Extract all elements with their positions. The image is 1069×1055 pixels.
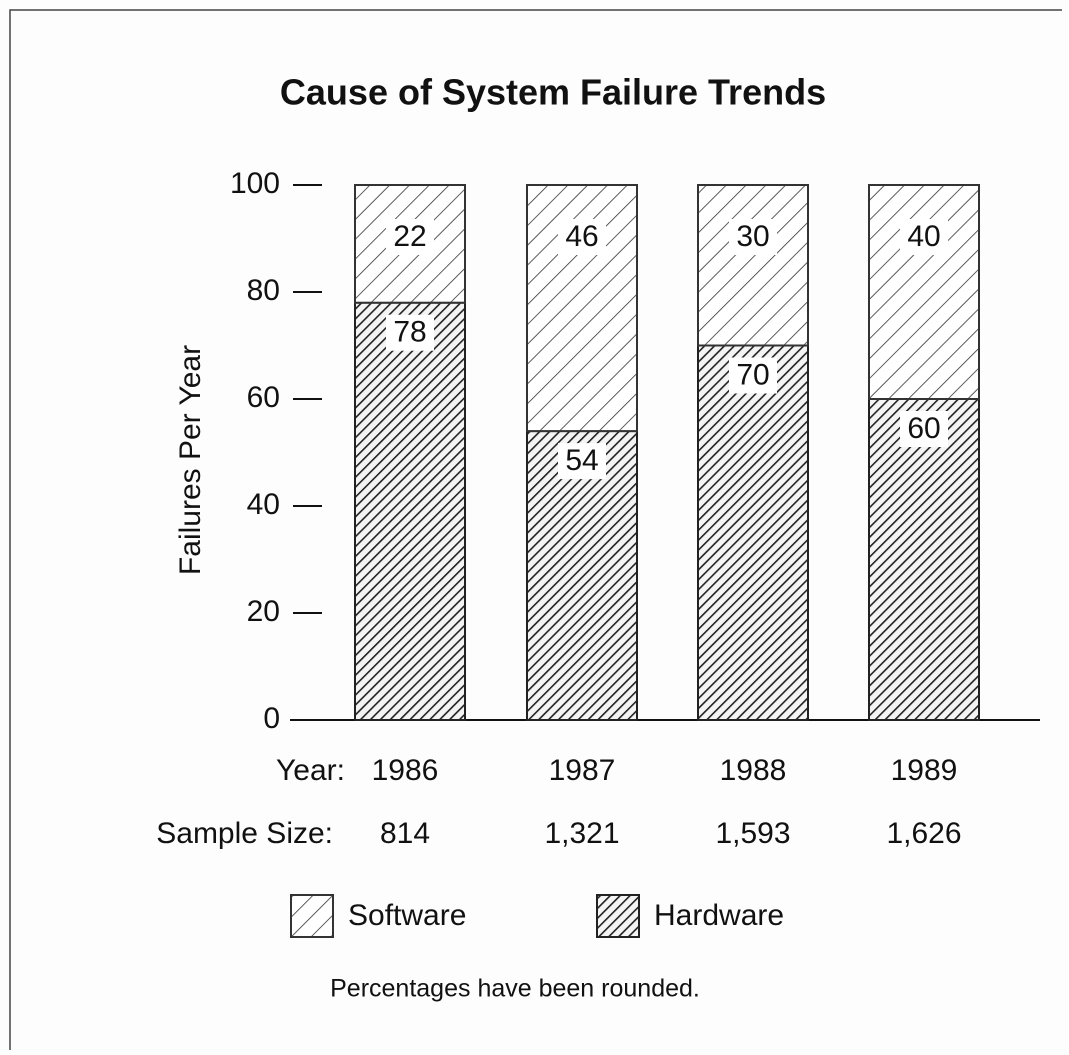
sample-size: 814 <box>380 817 430 850</box>
y-tick-label: 100 <box>230 167 280 200</box>
x-axis-label: Year: <box>276 754 345 787</box>
x-tick-label: 1988 <box>720 754 787 787</box>
value-label: 22 <box>393 220 426 253</box>
value-label-box <box>558 219 606 255</box>
value-label-box <box>386 219 434 255</box>
bar-segment <box>697 184 809 347</box>
legend-swatch <box>290 894 334 938</box>
value-label-box <box>729 219 777 255</box>
value-label: 60 <box>907 412 940 445</box>
sample-size: 1,626 <box>886 817 961 850</box>
value-label-box <box>900 219 948 255</box>
bar-segment <box>697 344 809 721</box>
bar-segment <box>526 430 638 721</box>
value-label: 40 <box>907 220 940 253</box>
sample-size: 1,321 <box>544 817 619 850</box>
legend-label: Hardware <box>654 899 784 932</box>
bar-segment <box>354 301 466 721</box>
x-tick-label: 1986 <box>372 754 439 787</box>
value-label: 46 <box>565 220 598 253</box>
note: Percentages have been rounded. <box>330 975 700 1003</box>
y-tick-label: 20 <box>247 595 280 628</box>
sample-size-label: Sample Size: <box>156 817 333 850</box>
y-tick-label: 0 <box>263 702 280 735</box>
value-label: 70 <box>736 358 769 391</box>
value-label: 54 <box>565 444 598 477</box>
y-tick-label: 80 <box>247 274 280 307</box>
y-axis-label: Failures Per Year <box>174 345 207 575</box>
value-label-box <box>900 411 948 447</box>
value-label-box <box>386 314 434 351</box>
value-label-box <box>558 443 606 480</box>
bar-segment <box>868 398 980 721</box>
value-label-box <box>729 357 777 394</box>
x-tick-label: 1987 <box>549 754 616 787</box>
frame <box>9 9 1062 1050</box>
value-label: 78 <box>393 316 426 349</box>
y-tick-label: 60 <box>247 381 280 414</box>
legend-label: Software <box>348 899 466 932</box>
x-tick-label: 1989 <box>891 754 958 787</box>
sample-size: 1,593 <box>715 817 790 850</box>
value-label: 30 <box>736 220 769 253</box>
y-tick-label: 40 <box>247 488 280 521</box>
legend-swatch <box>596 894 640 938</box>
bar-segment <box>868 184 980 400</box>
chart-title: Cause of System Failure Trends <box>280 72 826 113</box>
